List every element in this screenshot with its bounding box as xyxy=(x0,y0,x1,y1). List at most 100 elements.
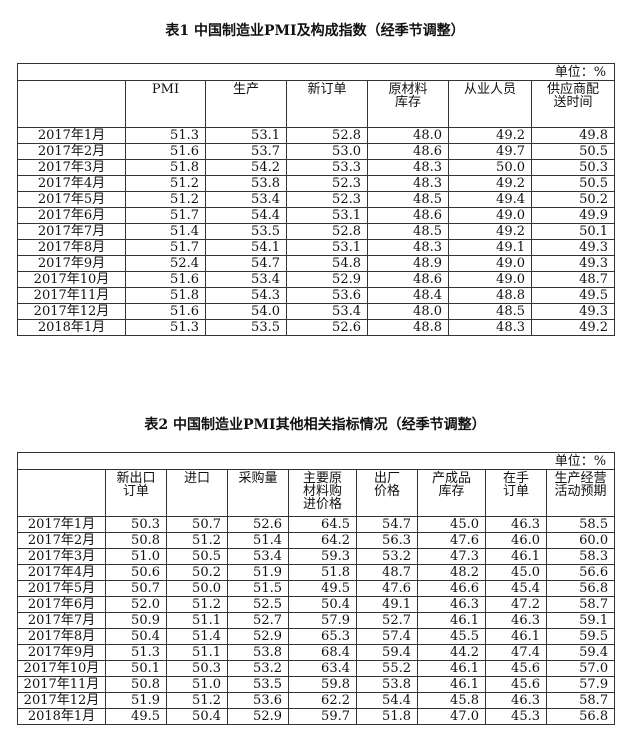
table-row: 2017年4月 50.6 50.2 51.9 51.8 48.7 48.2 45.0 56.6 xyxy=(17,564,616,581)
row-label: 2017年11月 xyxy=(17,676,106,693)
value-cell: 57.4 xyxy=(356,628,418,645)
value-cell: 47.6 xyxy=(356,580,418,597)
value-cell: 46.3 xyxy=(417,596,486,613)
value-cell: 46.0 xyxy=(485,532,547,549)
value-cell: 46.1 xyxy=(485,548,547,565)
value-cell: 46.3 xyxy=(485,692,547,709)
row-label: 2017年3月 xyxy=(17,159,126,176)
value-cell: 51.2 xyxy=(166,532,228,549)
column-header-line: PMI xyxy=(151,82,180,97)
value-cell: 49.2 xyxy=(448,175,532,192)
column-header-line: 出厂 xyxy=(373,471,400,486)
value-cell: 52.6 xyxy=(286,319,368,336)
table-row: 2017年2月 51.6 53.7 53.0 48.6 49.7 50.5 xyxy=(17,143,616,160)
value-cell: 56.6 xyxy=(545,564,616,581)
row-label: 2017年6月 xyxy=(17,207,126,224)
value-cell: 50.3 xyxy=(166,660,228,677)
value-cell: 53.4 xyxy=(227,548,289,565)
row-label: 2017年3月 xyxy=(17,548,106,565)
value-cell: 48.8 xyxy=(367,319,449,336)
value-cell: 53.2 xyxy=(356,548,418,565)
value-cell: 45.6 xyxy=(485,676,547,693)
value-cell: 47.4 xyxy=(485,644,547,661)
value-cell: 53.8 xyxy=(227,644,289,661)
row-label: 2017年5月 xyxy=(17,191,126,208)
value-cell: 51.6 xyxy=(125,271,206,288)
value-cell: 51.9 xyxy=(227,564,289,581)
value-cell: 58.5 xyxy=(545,516,616,533)
column-header-line: 库存 xyxy=(438,484,465,499)
value-cell: 50.5 xyxy=(166,548,228,565)
table-row: 2017年9月 51.3 51.1 53.8 68.4 59.4 44.2 47.4 59.4 xyxy=(17,644,616,661)
value-cell: 48.5 xyxy=(367,223,449,240)
value-cell: 51.2 xyxy=(166,692,228,709)
value-cell: 45.5 xyxy=(417,628,486,645)
column-header: 原材料 库存 xyxy=(367,80,449,128)
value-cell: 47.0 xyxy=(417,708,486,725)
value-cell: 51.0 xyxy=(166,676,228,693)
table-row: 2017年7月 51.4 53.5 52.8 48.5 49.2 50.1 xyxy=(17,223,616,240)
row-label: 2017年6月 xyxy=(17,596,106,613)
value-cell: 53.7 xyxy=(205,143,287,160)
value-cell: 52.0 xyxy=(105,596,167,613)
row-label: 2017年4月 xyxy=(17,564,106,581)
value-cell: 48.5 xyxy=(448,303,532,320)
column-header-line: 产成品 xyxy=(431,471,471,486)
column-header-line: 库存 xyxy=(394,95,421,110)
table-row: 2017年11月 51.8 54.3 53.6 48.4 48.8 49.5 xyxy=(17,287,616,304)
value-cell: 51.8 xyxy=(356,708,418,725)
column-header-line: 原材料 xyxy=(388,82,428,97)
value-cell: 54.7 xyxy=(356,516,418,533)
value-cell: 49.3 xyxy=(530,255,616,272)
value-cell: 54.7 xyxy=(205,255,287,272)
value-cell: 47.6 xyxy=(417,532,486,549)
value-cell: 51.7 xyxy=(125,207,206,224)
value-cell: 45.6 xyxy=(485,660,547,677)
value-cell: 51.4 xyxy=(166,628,228,645)
value-cell: 50.5 xyxy=(530,175,616,192)
value-cell: 48.2 xyxy=(417,564,486,581)
value-cell: 54.3 xyxy=(205,287,287,304)
column-header-line: 新订单 xyxy=(307,82,347,97)
value-cell: 51.2 xyxy=(125,191,206,208)
column-header: 生产 xyxy=(205,80,287,128)
table-row: 2017年3月 51.8 54.2 53.3 48.3 50.0 50.3 xyxy=(17,159,616,176)
table-row: 2017年12月 51.9 51.2 53.6 62.2 54.4 45.8 46.3 58.7 xyxy=(17,692,616,709)
value-cell: 54.8 xyxy=(286,255,368,272)
value-cell: 57.0 xyxy=(545,660,616,677)
value-cell: 49.9 xyxy=(530,207,616,224)
row-label: 2017年5月 xyxy=(17,580,106,597)
value-cell: 50.3 xyxy=(105,516,167,533)
column-header-line: 订单 xyxy=(122,484,149,499)
value-cell: 49.0 xyxy=(448,271,532,288)
value-cell: 53.2 xyxy=(227,660,289,677)
value-cell: 55.2 xyxy=(356,660,418,677)
value-cell: 51.9 xyxy=(105,692,167,709)
value-cell: 59.1 xyxy=(545,612,616,629)
value-cell: 48.5 xyxy=(367,191,449,208)
column-header-line: 进价格 xyxy=(302,497,342,512)
value-cell: 52.7 xyxy=(356,612,418,629)
row-label: 2018年1月 xyxy=(17,319,126,336)
value-cell: 49.2 xyxy=(448,127,532,144)
table-row: 2017年11月 50.8 51.0 53.5 59.8 53.8 46.1 45.6 57.9 xyxy=(17,676,616,693)
value-cell: 57.9 xyxy=(545,676,616,693)
row-label: 2017年2月 xyxy=(17,143,126,160)
value-cell: 51.3 xyxy=(125,319,206,336)
value-cell: 53.1 xyxy=(286,207,368,224)
column-header: 从业人员 xyxy=(448,80,532,128)
value-cell: 45.3 xyxy=(485,708,547,725)
value-cell: 53.6 xyxy=(286,287,368,304)
table-row: 2017年12月 51.6 54.0 53.4 48.0 48.5 49.3 xyxy=(17,303,616,320)
value-cell: 51.5 xyxy=(227,580,289,597)
value-cell: 53.8 xyxy=(205,175,287,192)
value-cell: 54.2 xyxy=(205,159,287,176)
value-cell: 48.7 xyxy=(530,271,616,288)
value-cell: 48.6 xyxy=(367,143,449,160)
value-cell: 52.3 xyxy=(286,191,368,208)
column-header: 进口 xyxy=(166,469,228,517)
value-cell: 51.7 xyxy=(125,239,206,256)
value-cell: 51.4 xyxy=(227,532,289,549)
header-row: 新出口 订单 进口 采购量 主要原 材料购 进价格 出厂 价格 产成品 库存 在手 订单 生产经营 活动预期 xyxy=(17,469,616,517)
value-cell: 64.5 xyxy=(288,516,357,533)
